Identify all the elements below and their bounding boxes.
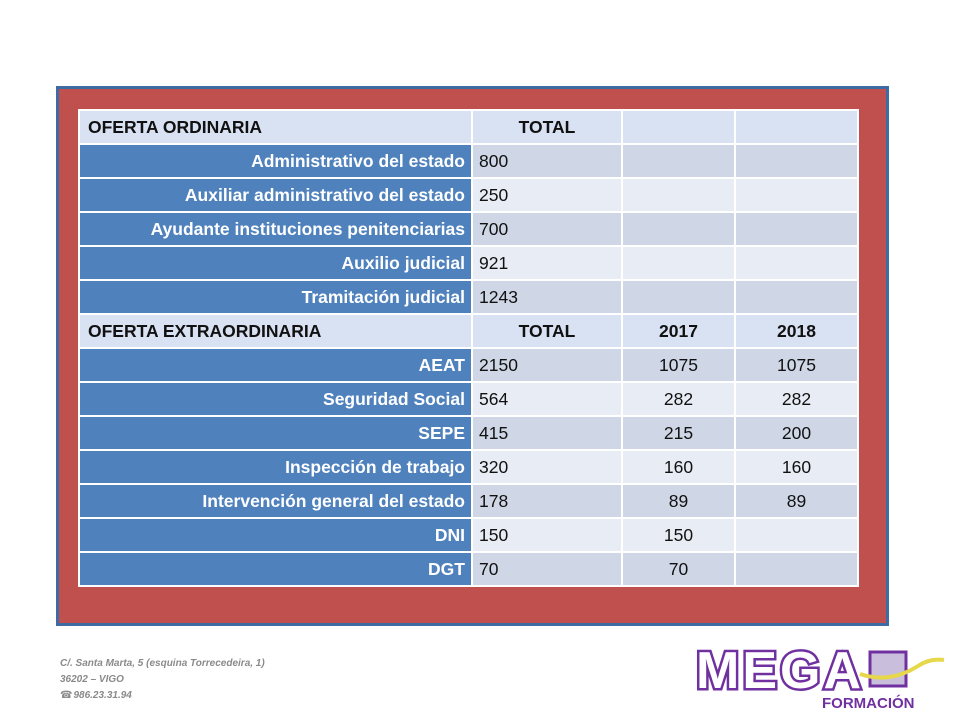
row-total: 564: [471, 381, 623, 417]
table-row: Administrativo del estado 800: [78, 143, 859, 179]
table-row: SEPE 415 215 200: [78, 415, 859, 451]
logo-swoosh-icon: [859, 657, 945, 680]
row-year-2: [734, 279, 859, 315]
telephone-icon: ☎: [60, 690, 73, 701]
section-heading: OFERTA ORDINARIA: [78, 109, 473, 145]
row-name: Auxiliar administrativo del estado: [78, 177, 473, 213]
row-name: DNI: [78, 517, 473, 553]
table-header-row: OFERTA ORDINARIA TOTAL: [78, 109, 859, 145]
table-row: Inspección de trabajo 320 160 160: [78, 449, 859, 485]
row-total: 415: [471, 415, 623, 451]
footer-address: C/. Santa Marta, 5 (esquina Torrecedeira…: [60, 656, 265, 704]
table-row: AEAT 2150 1075 1075: [78, 347, 859, 383]
address-line-1: C/. Santa Marta, 5 (esquina Torrecedeira…: [60, 658, 265, 669]
table-row: DGT 70 70: [78, 551, 859, 587]
logo-word: MEGA: [696, 642, 864, 700]
logo-square-icon: [868, 650, 908, 688]
column-header-total: TOTAL: [471, 313, 623, 349]
row-year-2: [734, 517, 859, 553]
row-total: 1243: [471, 279, 623, 315]
row-year-2: [734, 177, 859, 213]
row-name: Administrativo del estado: [78, 143, 473, 179]
row-total: 70: [471, 551, 623, 587]
row-name: Seguridad Social: [78, 381, 473, 417]
row-year-1: [621, 245, 736, 281]
row-year-1: 89: [621, 483, 736, 519]
address-line-2: 36202 – VIGO: [60, 674, 124, 685]
row-name: Inspección de trabajo: [78, 449, 473, 485]
row-total: 150: [471, 517, 623, 553]
row-year-1: [621, 143, 736, 179]
column-header-total: TOTAL: [471, 109, 623, 145]
row-year-2: 282: [734, 381, 859, 417]
row-year-1: 160: [621, 449, 736, 485]
row-year-2: 1075: [734, 347, 859, 383]
row-year-2: 160: [734, 449, 859, 485]
table-row: Seguridad Social 564 282 282: [78, 381, 859, 417]
row-year-2: [734, 143, 859, 179]
row-total: 320: [471, 449, 623, 485]
table-row: Tramitación judicial 1243: [78, 279, 859, 315]
row-total: 2150: [471, 347, 623, 383]
row-year-1: 70: [621, 551, 736, 587]
row-total: 178: [471, 483, 623, 519]
table-row: Auxilio judicial 921: [78, 245, 859, 281]
table-header-row: OFERTA EXTRAORDINARIA TOTAL 2017 2018: [78, 313, 859, 349]
row-year-1: [621, 211, 736, 247]
column-header-year-2: [734, 109, 859, 145]
row-year-1: [621, 177, 736, 213]
column-header-year-1: [621, 109, 736, 145]
row-name: DGT: [78, 551, 473, 587]
row-name: SEPE: [78, 415, 473, 451]
row-year-2: 200: [734, 415, 859, 451]
row-year-2: 89: [734, 483, 859, 519]
table-row: Intervención general del estado 178 89 89: [78, 483, 859, 519]
phone-line: ☎986.23.31.94: [60, 688, 265, 704]
row-year-1: 1075: [621, 347, 736, 383]
column-header-year-1: 2017: [621, 313, 736, 349]
mega-formacion-logo: MEGA FORMACIÓN: [694, 640, 945, 712]
phone-number: 986.23.31.94: [73, 690, 132, 701]
row-name: Auxilio judicial: [78, 245, 473, 281]
table-row: Ayudante instituciones penitenciarias 700: [78, 211, 859, 247]
row-year-2: [734, 245, 859, 281]
row-total: 700: [471, 211, 623, 247]
row-year-1: [621, 279, 736, 315]
row-year-1: 150: [621, 517, 736, 553]
row-year-1: 215: [621, 415, 736, 451]
table-row: Auxiliar administrativo del estado 250: [78, 177, 859, 213]
table-row: DNI 150 150: [78, 517, 859, 553]
column-header-year-2: 2018: [734, 313, 859, 349]
row-name: Tramitación judicial: [78, 279, 473, 315]
section-heading: OFERTA EXTRAORDINARIA: [78, 313, 473, 349]
oferta-table: OFERTA ORDINARIA TOTAL Administrativo del …: [78, 109, 859, 587]
row-name: Ayudante instituciones penitenciarias: [78, 211, 473, 247]
row-total: 800: [471, 143, 623, 179]
row-year-2: [734, 211, 859, 247]
logo-subtitle: FORMACIÓN: [822, 694, 915, 712]
row-total: 921: [471, 245, 623, 281]
row-year-2: [734, 551, 859, 587]
row-total: 250: [471, 177, 623, 213]
row-name: AEAT: [78, 347, 473, 383]
row-name: Intervención general del estado: [78, 483, 473, 519]
row-year-1: 282: [621, 381, 736, 417]
